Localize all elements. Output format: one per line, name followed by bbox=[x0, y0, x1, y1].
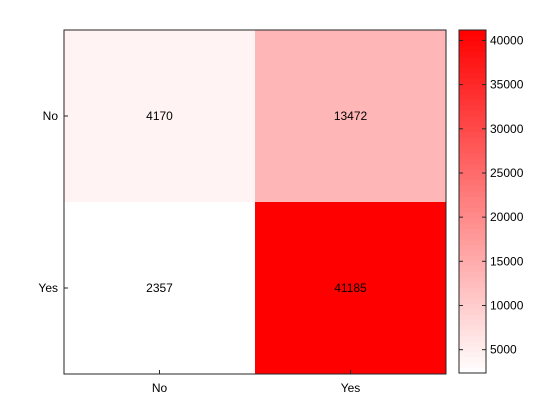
colorbar-segment bbox=[459, 239, 486, 245]
colorbar-segment bbox=[459, 356, 486, 363]
colorbar-segment bbox=[459, 153, 486, 160]
colorbar-segment bbox=[459, 281, 486, 288]
colorbar-segment bbox=[459, 83, 486, 90]
colorbar-segment bbox=[459, 78, 486, 85]
colorbar-segment bbox=[459, 190, 486, 197]
colorbar-segment bbox=[459, 346, 486, 353]
colorbar-segment bbox=[459, 233, 486, 240]
colorbar-segment bbox=[459, 314, 486, 321]
colorbar-frame bbox=[458, 29, 487, 374]
colorbar: 5000 10000 15000 20000 25000 30000 35000 40000 bbox=[458, 29, 524, 374]
colorbar-tick-label: 30000 bbox=[490, 122, 524, 136]
cell-value-label: 2357 bbox=[146, 281, 173, 295]
colorbar-segment bbox=[459, 249, 486, 256]
colorbar-segment bbox=[459, 56, 486, 63]
colorbar-segment bbox=[459, 324, 486, 331]
colorbar-segment bbox=[459, 115, 486, 122]
colorbar-segment bbox=[459, 30, 486, 36]
colorbar-segment bbox=[459, 367, 486, 374]
x-tick-label: No bbox=[152, 381, 168, 395]
colorbar-segment bbox=[459, 255, 486, 262]
colorbar-segment bbox=[459, 72, 486, 79]
cell-value-label: 41185 bbox=[334, 281, 367, 295]
colorbar-segment bbox=[459, 362, 486, 369]
colorbar-segment bbox=[459, 46, 486, 53]
colorbar-segment bbox=[459, 180, 486, 187]
colorbar-tick-label: 5000 bbox=[490, 343, 517, 357]
colorbar-tick-label: 35000 bbox=[490, 78, 524, 92]
heatmap-cell-0-0 bbox=[64, 30, 255, 202]
colorbar-tick-label: 10000 bbox=[490, 298, 524, 312]
colorbar-segment bbox=[459, 217, 486, 224]
colorbar-segment bbox=[459, 67, 486, 74]
colorbar-segment bbox=[459, 308, 486, 315]
colorbar-segment bbox=[459, 303, 486, 310]
heatmap-cell-0-1 bbox=[255, 30, 446, 202]
colorbar-segment bbox=[459, 260, 486, 267]
colorbar-segment bbox=[459, 212, 486, 219]
colorbar-segment bbox=[459, 94, 486, 101]
cell-value-label: 4170 bbox=[146, 109, 173, 123]
colorbar-segment bbox=[459, 244, 486, 251]
x-tick-label: Yes bbox=[341, 381, 361, 395]
colorbar-segment bbox=[459, 110, 486, 117]
colorbar-segment bbox=[459, 228, 486, 235]
colorbar-segment bbox=[459, 137, 486, 144]
colorbar-segment bbox=[459, 131, 486, 138]
colorbar-segment bbox=[459, 142, 486, 149]
colorbar-segment bbox=[459, 340, 486, 347]
colorbar-segment bbox=[459, 88, 486, 95]
colorbar-segment bbox=[459, 163, 486, 170]
colorbar-segment bbox=[459, 319, 486, 326]
heatmap-cell-1-0 bbox=[64, 202, 255, 374]
colorbar-segment bbox=[459, 174, 486, 181]
colorbar-segment bbox=[459, 147, 486, 154]
plot-frame bbox=[63, 29, 447, 375]
colorbar-segment bbox=[459, 40, 486, 47]
colorbar-segment bbox=[459, 169, 486, 176]
colorbar-segment bbox=[459, 105, 486, 111]
colorbar-tick-label: 15000 bbox=[490, 254, 524, 268]
colorbar-segment bbox=[459, 185, 486, 192]
colorbar-segment bbox=[459, 35, 486, 42]
colorbar-segment bbox=[459, 292, 486, 299]
colorbar-segment bbox=[459, 206, 486, 213]
colorbar-segment bbox=[459, 351, 486, 358]
colorbar-segment bbox=[459, 201, 486, 208]
colorbar-segment bbox=[459, 276, 486, 283]
colorbar-segment bbox=[459, 330, 486, 337]
colorbar-segment bbox=[459, 62, 486, 69]
colorbar-segment bbox=[459, 99, 486, 106]
colorbar-segment bbox=[459, 121, 486, 128]
colorbar-tick-label: 20000 bbox=[490, 210, 524, 224]
colorbar-segment bbox=[459, 51, 486, 58]
colorbar-tick-label: 40000 bbox=[490, 33, 524, 47]
colorbar-segment bbox=[459, 126, 486, 133]
colorbar-segment bbox=[459, 271, 486, 278]
heatmap-cell-1-1 bbox=[255, 202, 446, 374]
y-tick-label: No bbox=[43, 109, 59, 123]
y-tick-label: Yes bbox=[38, 281, 58, 295]
colorbar-segment bbox=[459, 196, 486, 203]
colorbar-segment bbox=[459, 287, 486, 294]
colorbar-segment bbox=[459, 297, 486, 304]
colorbar-segment bbox=[459, 265, 486, 272]
colorbar-tick-label: 25000 bbox=[490, 166, 524, 180]
heatmap-cells: 4170 13472 2357 41185 bbox=[64, 30, 446, 374]
cell-value-label: 13472 bbox=[334, 109, 368, 123]
colorbar-segment bbox=[459, 335, 486, 342]
colorbar-segment bbox=[459, 222, 486, 229]
heatmap-axes: No Yes No Yes bbox=[38, 109, 360, 395]
colorbar-segment bbox=[459, 158, 486, 165]
